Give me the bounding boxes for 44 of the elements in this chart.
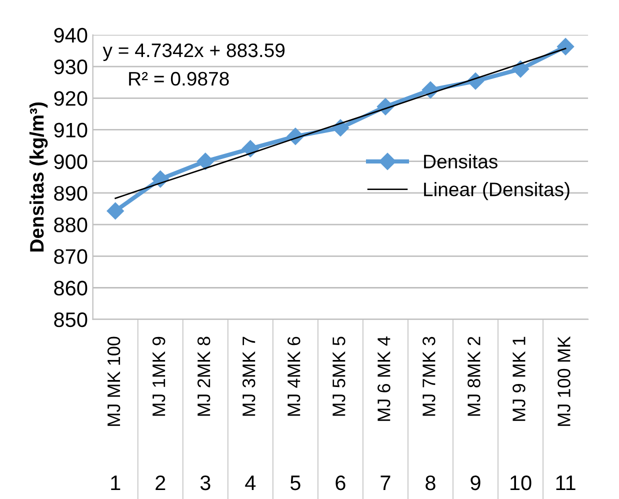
x-tick-label: MJ 8MK 2 bbox=[468, 336, 480, 416]
text: 10 bbox=[510, 475, 532, 490]
legend-label: Linear (Densitas) bbox=[424, 182, 570, 200]
point bbox=[152, 170, 169, 188]
point bbox=[556, 38, 574, 56]
point bbox=[332, 119, 349, 136]
point bbox=[242, 140, 259, 158]
annotation: y = 4.7342x + 883.59 bbox=[102, 43, 285, 62]
y-tick-label: 940 bbox=[54, 28, 88, 43]
point bbox=[512, 60, 530, 78]
x-tick-label: MJ MK 100 bbox=[107, 336, 120, 426]
text: 1 bbox=[111, 476, 120, 490]
y-tick-label: 870 bbox=[54, 249, 88, 264]
text: 9 bbox=[470, 475, 480, 490]
y-tick-label: 860 bbox=[54, 280, 88, 296]
y-axis-title: Densitas (kg/m³) bbox=[29, 102, 48, 252]
text: 4 bbox=[245, 476, 256, 490]
legend-label: Densitas bbox=[424, 154, 498, 168]
text: 8 bbox=[426, 475, 436, 490]
x-tick-label: MJ 6 MK 4 bbox=[378, 336, 390, 421]
text: 3 bbox=[200, 475, 210, 490]
text: 11 bbox=[556, 476, 576, 490]
y-tick-label: 850 bbox=[54, 312, 88, 328]
x-tick-label: MJ 5MK 5 bbox=[332, 336, 346, 416]
x-tick-label: MJ 1MK 9 bbox=[152, 336, 166, 416]
x-tick-label: MJ 100 MK bbox=[558, 336, 570, 426]
y-tick-label: 900 bbox=[54, 154, 88, 170]
x-tick-label: MJ 7MK 3 bbox=[422, 336, 436, 416]
point bbox=[106, 202, 124, 220]
x-tick-label: MJ 9 MK 1 bbox=[512, 336, 526, 421]
y-tick-label: 920 bbox=[54, 91, 88, 106]
x-tick-label: MJ 2MK 8 bbox=[197, 336, 210, 416]
y-tick-label: 880 bbox=[54, 218, 88, 232]
x-tick-label: MJ 3MK 7 bbox=[242, 336, 256, 416]
point bbox=[196, 152, 214, 170]
annotation: R² = 0.9878 bbox=[129, 72, 229, 86]
text: 2 bbox=[156, 475, 166, 490]
y-tick-label: 890 bbox=[54, 186, 88, 201]
text: 7 bbox=[380, 476, 390, 490]
y-tick-label: 930 bbox=[54, 60, 88, 74]
text: 6 bbox=[336, 475, 346, 490]
text: 5 bbox=[290, 476, 300, 490]
x-tick-label: MJ 4MK 6 bbox=[287, 336, 300, 416]
y-tick-label: 910 bbox=[54, 122, 88, 138]
